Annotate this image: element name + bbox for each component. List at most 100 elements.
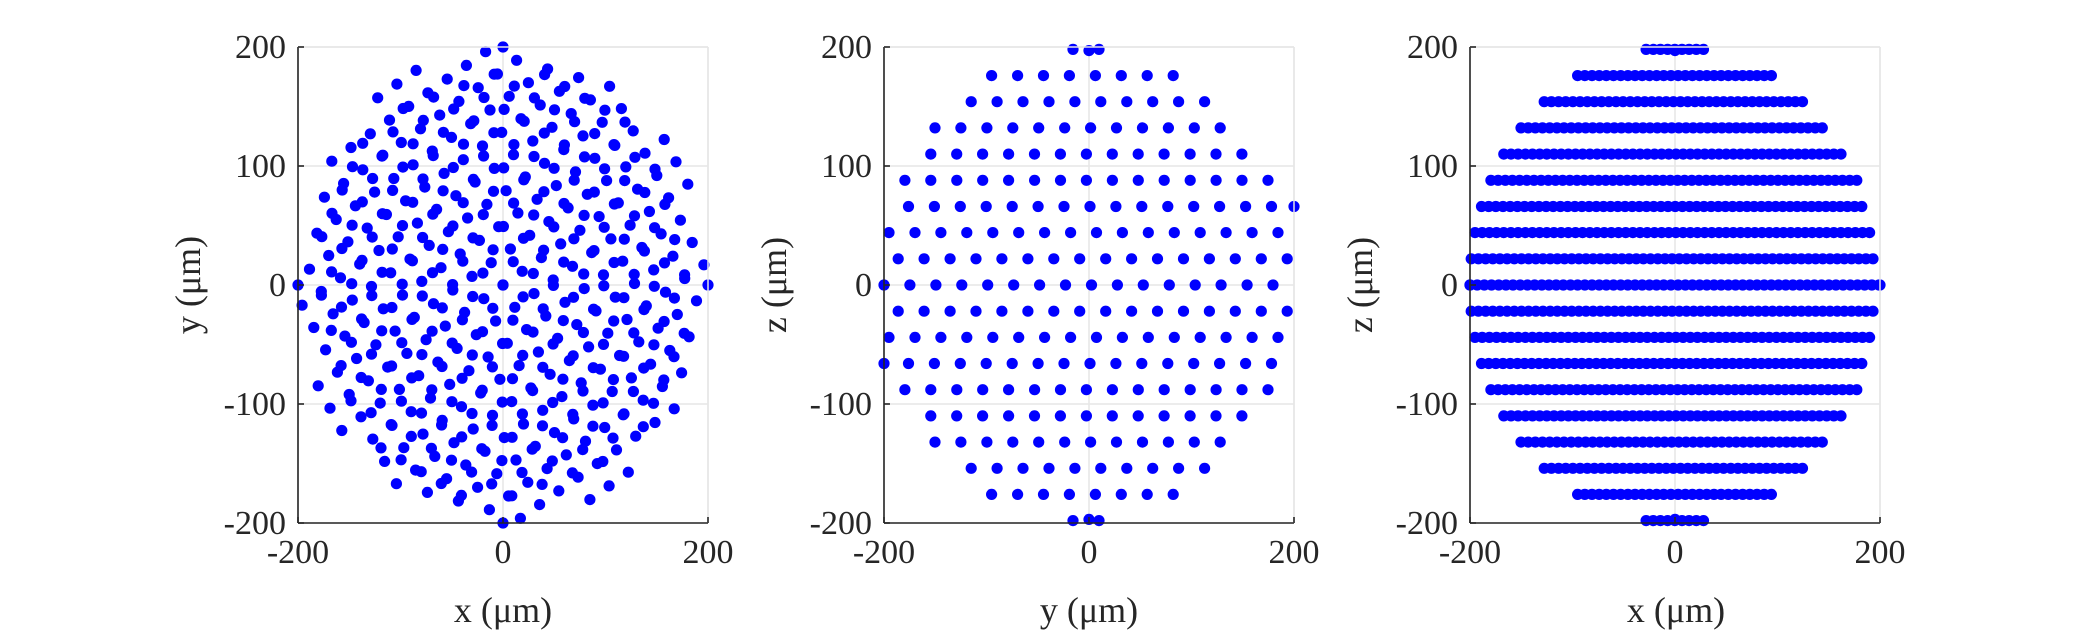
data-point (1110, 122, 1123, 134)
data-point (620, 161, 632, 173)
data-point (605, 233, 617, 245)
data-point (571, 319, 583, 331)
data-point (581, 188, 593, 200)
data-point (1229, 305, 1241, 317)
data-point (475, 387, 487, 399)
data-point (1184, 174, 1196, 186)
data-point (1093, 43, 1105, 56)
data-point (1013, 331, 1025, 343)
data-point (1158, 410, 1170, 422)
y-axis-label: z (μm) (1340, 237, 1380, 333)
data-point (324, 402, 336, 414)
data-point (1116, 227, 1128, 239)
data-point (506, 373, 519, 385)
data-point (1008, 279, 1020, 291)
data-point (1033, 122, 1045, 134)
data-point (982, 279, 994, 291)
data-point (513, 360, 525, 372)
data-point (405, 406, 417, 418)
data-point (1199, 96, 1211, 108)
data-point (621, 313, 633, 326)
data-point (904, 279, 916, 291)
data-point (1037, 488, 1050, 500)
data-point (498, 103, 510, 115)
data-point (372, 92, 384, 104)
data-point (628, 327, 640, 339)
data-point (659, 286, 672, 298)
data-point (563, 355, 576, 367)
data-point (883, 331, 895, 343)
data-point (1007, 122, 1019, 134)
data-point (1796, 462, 1809, 474)
data-point (544, 368, 556, 380)
data-point (387, 184, 399, 196)
data-point (521, 324, 533, 336)
data-point (1142, 331, 1154, 343)
data-point (1236, 148, 1248, 160)
data-point (612, 197, 624, 209)
data-point (568, 413, 580, 425)
data-point (507, 197, 520, 209)
data-point (524, 229, 536, 241)
data-point (1048, 305, 1060, 317)
data-point (1032, 200, 1044, 213)
data-point (1189, 279, 1201, 291)
data-point (367, 172, 379, 185)
data-point (996, 305, 1008, 317)
data-point (426, 267, 439, 279)
data-point (1272, 331, 1284, 343)
data-point (663, 192, 675, 204)
data-point (498, 162, 510, 174)
data-point (607, 432, 619, 444)
data-point (1110, 357, 1122, 370)
data-point (977, 148, 989, 160)
data-point (517, 418, 530, 430)
x-tick-label: -200 (267, 534, 329, 571)
data-point (531, 193, 543, 205)
data-point (637, 394, 649, 406)
data-point (540, 310, 552, 322)
data-point (593, 211, 605, 223)
data-point (356, 196, 368, 208)
data-point (1067, 43, 1079, 56)
data-point (1121, 462, 1133, 474)
data-point (355, 371, 367, 384)
data-point (656, 380, 669, 393)
data-point (427, 208, 439, 220)
data-point (970, 253, 982, 265)
data-point (679, 272, 691, 285)
y-tick-label: -100 (224, 386, 286, 423)
data-point (627, 385, 640, 398)
data-point (1177, 253, 1190, 265)
data-point (1054, 148, 1066, 160)
data-point (980, 200, 992, 213)
data-point (516, 265, 528, 277)
data-point (575, 377, 587, 389)
data-point (636, 241, 648, 254)
data-point (482, 351, 494, 363)
data-point (326, 155, 338, 167)
y-tick-label: 100 (1407, 148, 1458, 185)
data-point (944, 305, 956, 317)
data-point (547, 274, 559, 286)
data-point (405, 430, 417, 442)
x-tick-label: 200 (1269, 534, 1320, 571)
data-point (1203, 305, 1215, 317)
data-point (632, 183, 644, 195)
data-point (1851, 384, 1863, 396)
data-point (417, 114, 429, 126)
data-point (1184, 410, 1196, 422)
data-point (407, 138, 419, 150)
data-point (568, 174, 580, 186)
data-point (478, 91, 490, 104)
data-point (397, 161, 409, 173)
data-point (477, 267, 489, 279)
data-point (345, 141, 357, 154)
data-point (417, 173, 429, 185)
data-point (578, 268, 590, 280)
data-point (436, 414, 448, 426)
data-point (396, 278, 408, 290)
data-point (925, 148, 937, 160)
data-point (559, 80, 571, 93)
data-point (345, 336, 357, 348)
